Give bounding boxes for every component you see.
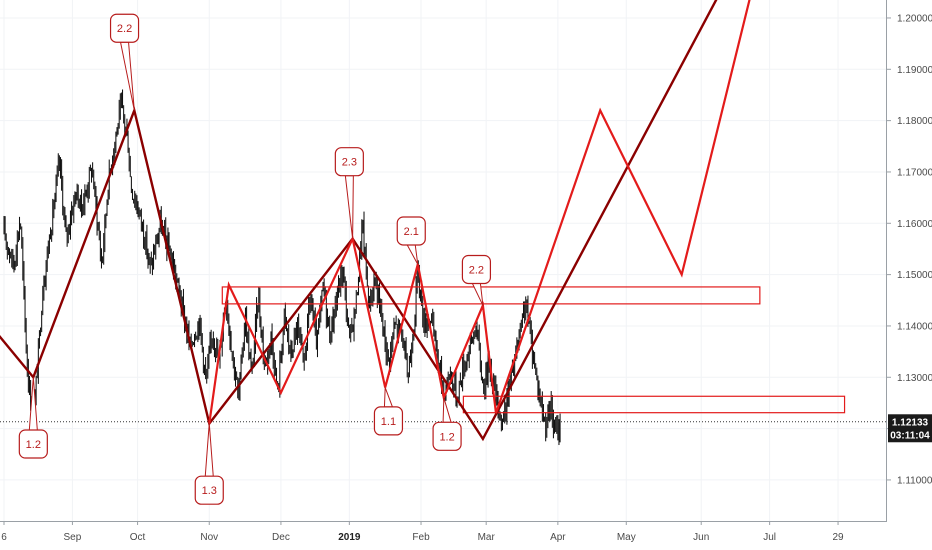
price-axis-background [887,0,932,550]
wave-label[interactable]: 1.3 [194,423,224,505]
wave-label-box [109,13,140,43]
y-tick-label: 1.17000 [897,167,932,178]
price-tags: 1.12133 03:11:04 [888,414,932,443]
y-tick-label: 1.20000 [897,13,932,24]
x-tick-label: Apr [550,532,566,543]
x-tick-label: Jul [763,532,776,543]
wave-label[interactable]: 1.2 [432,397,462,451]
y-tick-label: 1.14000 [897,321,932,332]
wave-label-box [194,475,224,505]
x-tick-label: Oct [130,532,146,543]
wave-label[interactable]: 2.3 [334,147,364,239]
wave-label-pointer [383,387,394,408]
x-tick-label: Nov [200,532,218,543]
price-zone-1[interactable] [221,286,761,305]
wave-label-box [432,421,462,451]
time-axis-ticks[interactable]: 6 Sep Oct Nov Dec 2019 Feb Mar Apr May Jun Jul 29 [1,521,844,543]
wave-label-box [396,216,426,246]
wave-labels[interactable]: 1.2 2.2 1.3 2.3 2.1 1.1 2.2 1.2 [18,13,492,505]
wave-label-text: 1.1 [381,416,396,428]
wave-label-text: 2.2 [469,264,484,276]
current-price-tag [888,414,932,430]
y-tick-label: 1.15000 [897,270,932,281]
price-zone-2[interactable] [462,395,846,414]
x-tick-label: Dec [272,532,290,543]
wave-path-1[interactable] [0,0,718,442]
wave-label[interactable]: 1.2 [18,377,48,459]
wave-label-text: 1.2 [26,439,41,451]
x-tick-label: Sep [64,532,82,543]
wave-label-pointer [204,423,214,477]
x-tick-label: Feb [412,532,430,543]
y-tick-label: 1.11000 [897,475,932,486]
wave-label[interactable]: 2.2 [461,254,492,306]
wave-label-text: 1.3 [202,485,217,497]
x-tick-label: Mar [478,532,496,543]
y-tick-label: 1.16000 [897,219,932,230]
y-tick-label: 1.19000 [897,65,932,76]
wave-label-box [334,147,364,177]
elliott-wave-drawings[interactable] [0,0,751,442]
x-tick-label: 2019 [338,532,361,543]
wave-label-text: 2.2 [117,23,132,35]
x-tick-label: Jun [693,532,709,543]
wave-label-pointer [406,244,419,265]
bar-countdown-label: 03:11:04 [890,430,930,441]
y-tick-label: 1.13000 [897,373,932,384]
wave-path-2[interactable] [208,0,751,424]
current-price-label: 1.12133 [892,417,929,428]
wave-label[interactable]: 2.2 [109,13,140,111]
resistance-support-zones[interactable] [221,286,846,414]
wave-label-box [18,429,48,459]
x-tick-label: 29 [832,532,844,543]
time-axis-background [0,521,932,550]
countdown-tag [888,427,932,443]
y-tick-label: 1.18000 [897,116,932,127]
wave-label-text: 2.3 [342,157,357,169]
x-tick-label: 6 [1,532,7,543]
wave-label[interactable]: 2.1 [396,216,426,265]
wave-label-box [373,406,404,436]
wave-label[interactable]: 1.1 [373,387,404,436]
wave-label-text: 1.2 [439,431,454,443]
x-tick-label: May [617,532,636,543]
wave-label-pointer [442,397,452,423]
wave-label-text: 2.1 [404,226,419,238]
wave-label-box [461,254,492,285]
